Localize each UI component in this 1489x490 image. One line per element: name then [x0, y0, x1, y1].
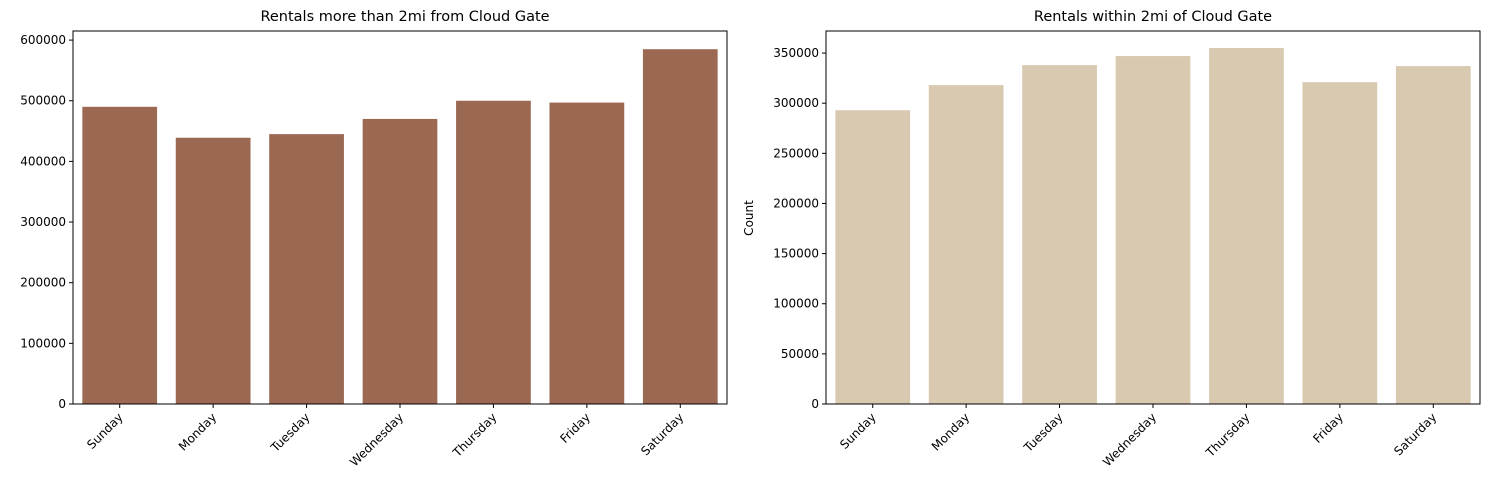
chart-far-from-cloud-gate: Rentals more than 2mi from Cloud Gate 0 1…	[20, 9, 728, 469]
y-tick-label: 250000	[773, 146, 819, 160]
y-tick-label: 300000	[773, 96, 819, 110]
y-tick-label: 400000	[20, 154, 66, 168]
x-tick-label: Tuesday	[268, 410, 313, 455]
bar-monday	[175, 137, 251, 405]
x-tick-label: Monday	[929, 410, 972, 453]
x-tick-label: Saturday	[1391, 410, 1439, 458]
bar-thursday	[1209, 48, 1284, 405]
bar-tuesday	[1022, 65, 1097, 404]
x-tick-label: Wednesday	[347, 410, 406, 469]
y-tick-label: 300000	[20, 215, 66, 229]
bar-wednesday	[1115, 56, 1191, 404]
bar-friday	[1302, 82, 1378, 404]
chart-title: Rentals within 2mi of Cloud Gate	[1034, 9, 1272, 25]
x-tick-label: Saturday	[638, 410, 686, 458]
y-tick-label: 500000	[20, 94, 66, 108]
y-tick-label: 0	[58, 397, 66, 411]
x-tick-label: Thursday	[449, 410, 499, 460]
y-tick-label: 100000	[773, 297, 819, 311]
x-tick-label: Wednesday	[1100, 410, 1159, 469]
bar-sunday	[82, 106, 158, 404]
y-tick-label: 100000	[20, 336, 66, 350]
bar-saturday	[1395, 66, 1471, 404]
y-tick-label: 350000	[773, 46, 819, 60]
y-tick-label: 200000	[20, 276, 66, 290]
bar-tuesday	[269, 134, 344, 405]
x-tick-label: Thursday	[1202, 410, 1252, 460]
x-tick-label: Monday	[176, 410, 219, 453]
y-tick-label: 200000	[773, 196, 819, 210]
bar-monday	[928, 85, 1004, 405]
x-tick-label: Friday	[557, 410, 593, 446]
chart-title: Rentals more than 2mi from Cloud Gate	[260, 9, 549, 25]
y-tick-label: 0	[811, 397, 819, 411]
x-tick-label: Friday	[1310, 410, 1346, 446]
bar-saturday	[642, 49, 718, 404]
bar-thursday	[456, 100, 531, 404]
y-axis-label: Count	[742, 200, 756, 236]
y-tick-label: 50000	[781, 347, 819, 361]
chart-within-cloud-gate: Rentals within 2mi of Cloud Gate Count 0…	[742, 9, 1481, 469]
bar-sunday	[835, 110, 911, 405]
y-tick-label: 150000	[773, 247, 819, 261]
x-tick-label: Sunday	[84, 410, 126, 452]
x-tick-label: Sunday	[837, 410, 879, 452]
bar-friday	[549, 102, 625, 404]
bar-wednesday	[362, 118, 438, 404]
y-tick-label: 600000	[20, 33, 66, 47]
x-tick-label: Tuesday	[1021, 410, 1066, 455]
